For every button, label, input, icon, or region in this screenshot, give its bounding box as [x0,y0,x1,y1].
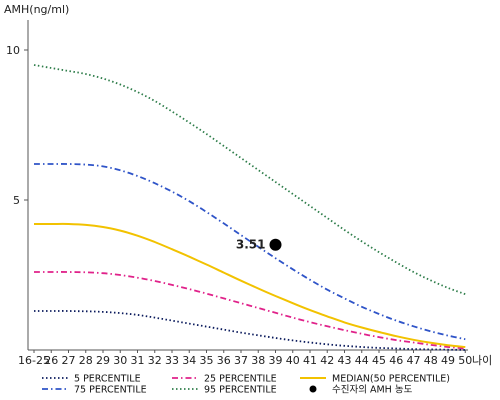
x-tick-label: 43 [338,354,352,367]
series-line-5-percentile [34,310,466,351]
legend-label: 75 PERCENTILE [74,385,147,396]
x-tick-label: 49 [441,354,455,367]
x-tick-label: 31 [131,354,145,367]
legend-marker-swatch [309,385,317,393]
x-tick-label: 48 [424,354,438,367]
y-tick-label: 5 [13,194,20,207]
x-tick-label: 33 [165,354,179,367]
y-ticks: 5 10 [6,44,28,207]
x-tick-label: 29 [96,354,110,367]
series-line-95-percentile [33,64,466,296]
x-tick-label: 35 [200,354,214,367]
x-tick-label: 42 [320,354,334,367]
x-tick-label: 45 [372,354,386,367]
patient-marker: 3.51 [236,238,282,252]
legend-marker-label: 수진자의 AMH 농도 [332,385,413,396]
series-line-25-percentile [34,271,466,350]
legend-label: 5 PERCENTILE [74,374,141,385]
x-tick-label: 36 [217,354,231,367]
x-tick-label: 41 [303,354,317,367]
legend-label: MEDIAN(50 PERCENTILE) [332,374,450,385]
patient-amh-point [269,238,282,251]
x-axis-title: 나이 [472,354,492,367]
axes: AMH(ng/ml) 나이 [4,3,492,367]
x-tick-label: 37 [234,354,248,367]
legend: 5 PERCENTILE 25 PERCENTILE MEDIAN(50 PERCE… [42,374,450,396]
legend-label: 95 PERCENTILE [204,385,277,396]
x-tick-label: 38 [251,354,265,367]
series-line-median-50-percentile [34,222,466,348]
x-tick-label: 50 [458,354,472,367]
x-tick-label: 28 [79,354,93,367]
x-tick-label: 26 [44,354,58,367]
x-tick-label: 47 [407,354,421,367]
x-tick-label: 39 [269,354,283,367]
series-line-75-percentile [34,163,466,341]
series-lines [33,64,466,351]
x-tick-label: 16-25 [18,354,50,367]
legend-label: 25 PERCENTILE [204,374,277,385]
x-tick-label: 46 [389,354,403,367]
y-axis-title: AMH(ng/ml) [4,3,69,16]
x-tick-label: 34 [182,354,196,367]
y-tick-label: 10 [6,44,20,57]
x-tick-label: 32 [148,354,162,367]
patient-amh-value-label: 3.51 [236,238,266,252]
x-tick-label: 27 [62,354,76,367]
x-tick-label: 40 [286,354,300,367]
x-tick-label: 44 [355,354,369,367]
x-tick-label: 30 [113,354,127,367]
